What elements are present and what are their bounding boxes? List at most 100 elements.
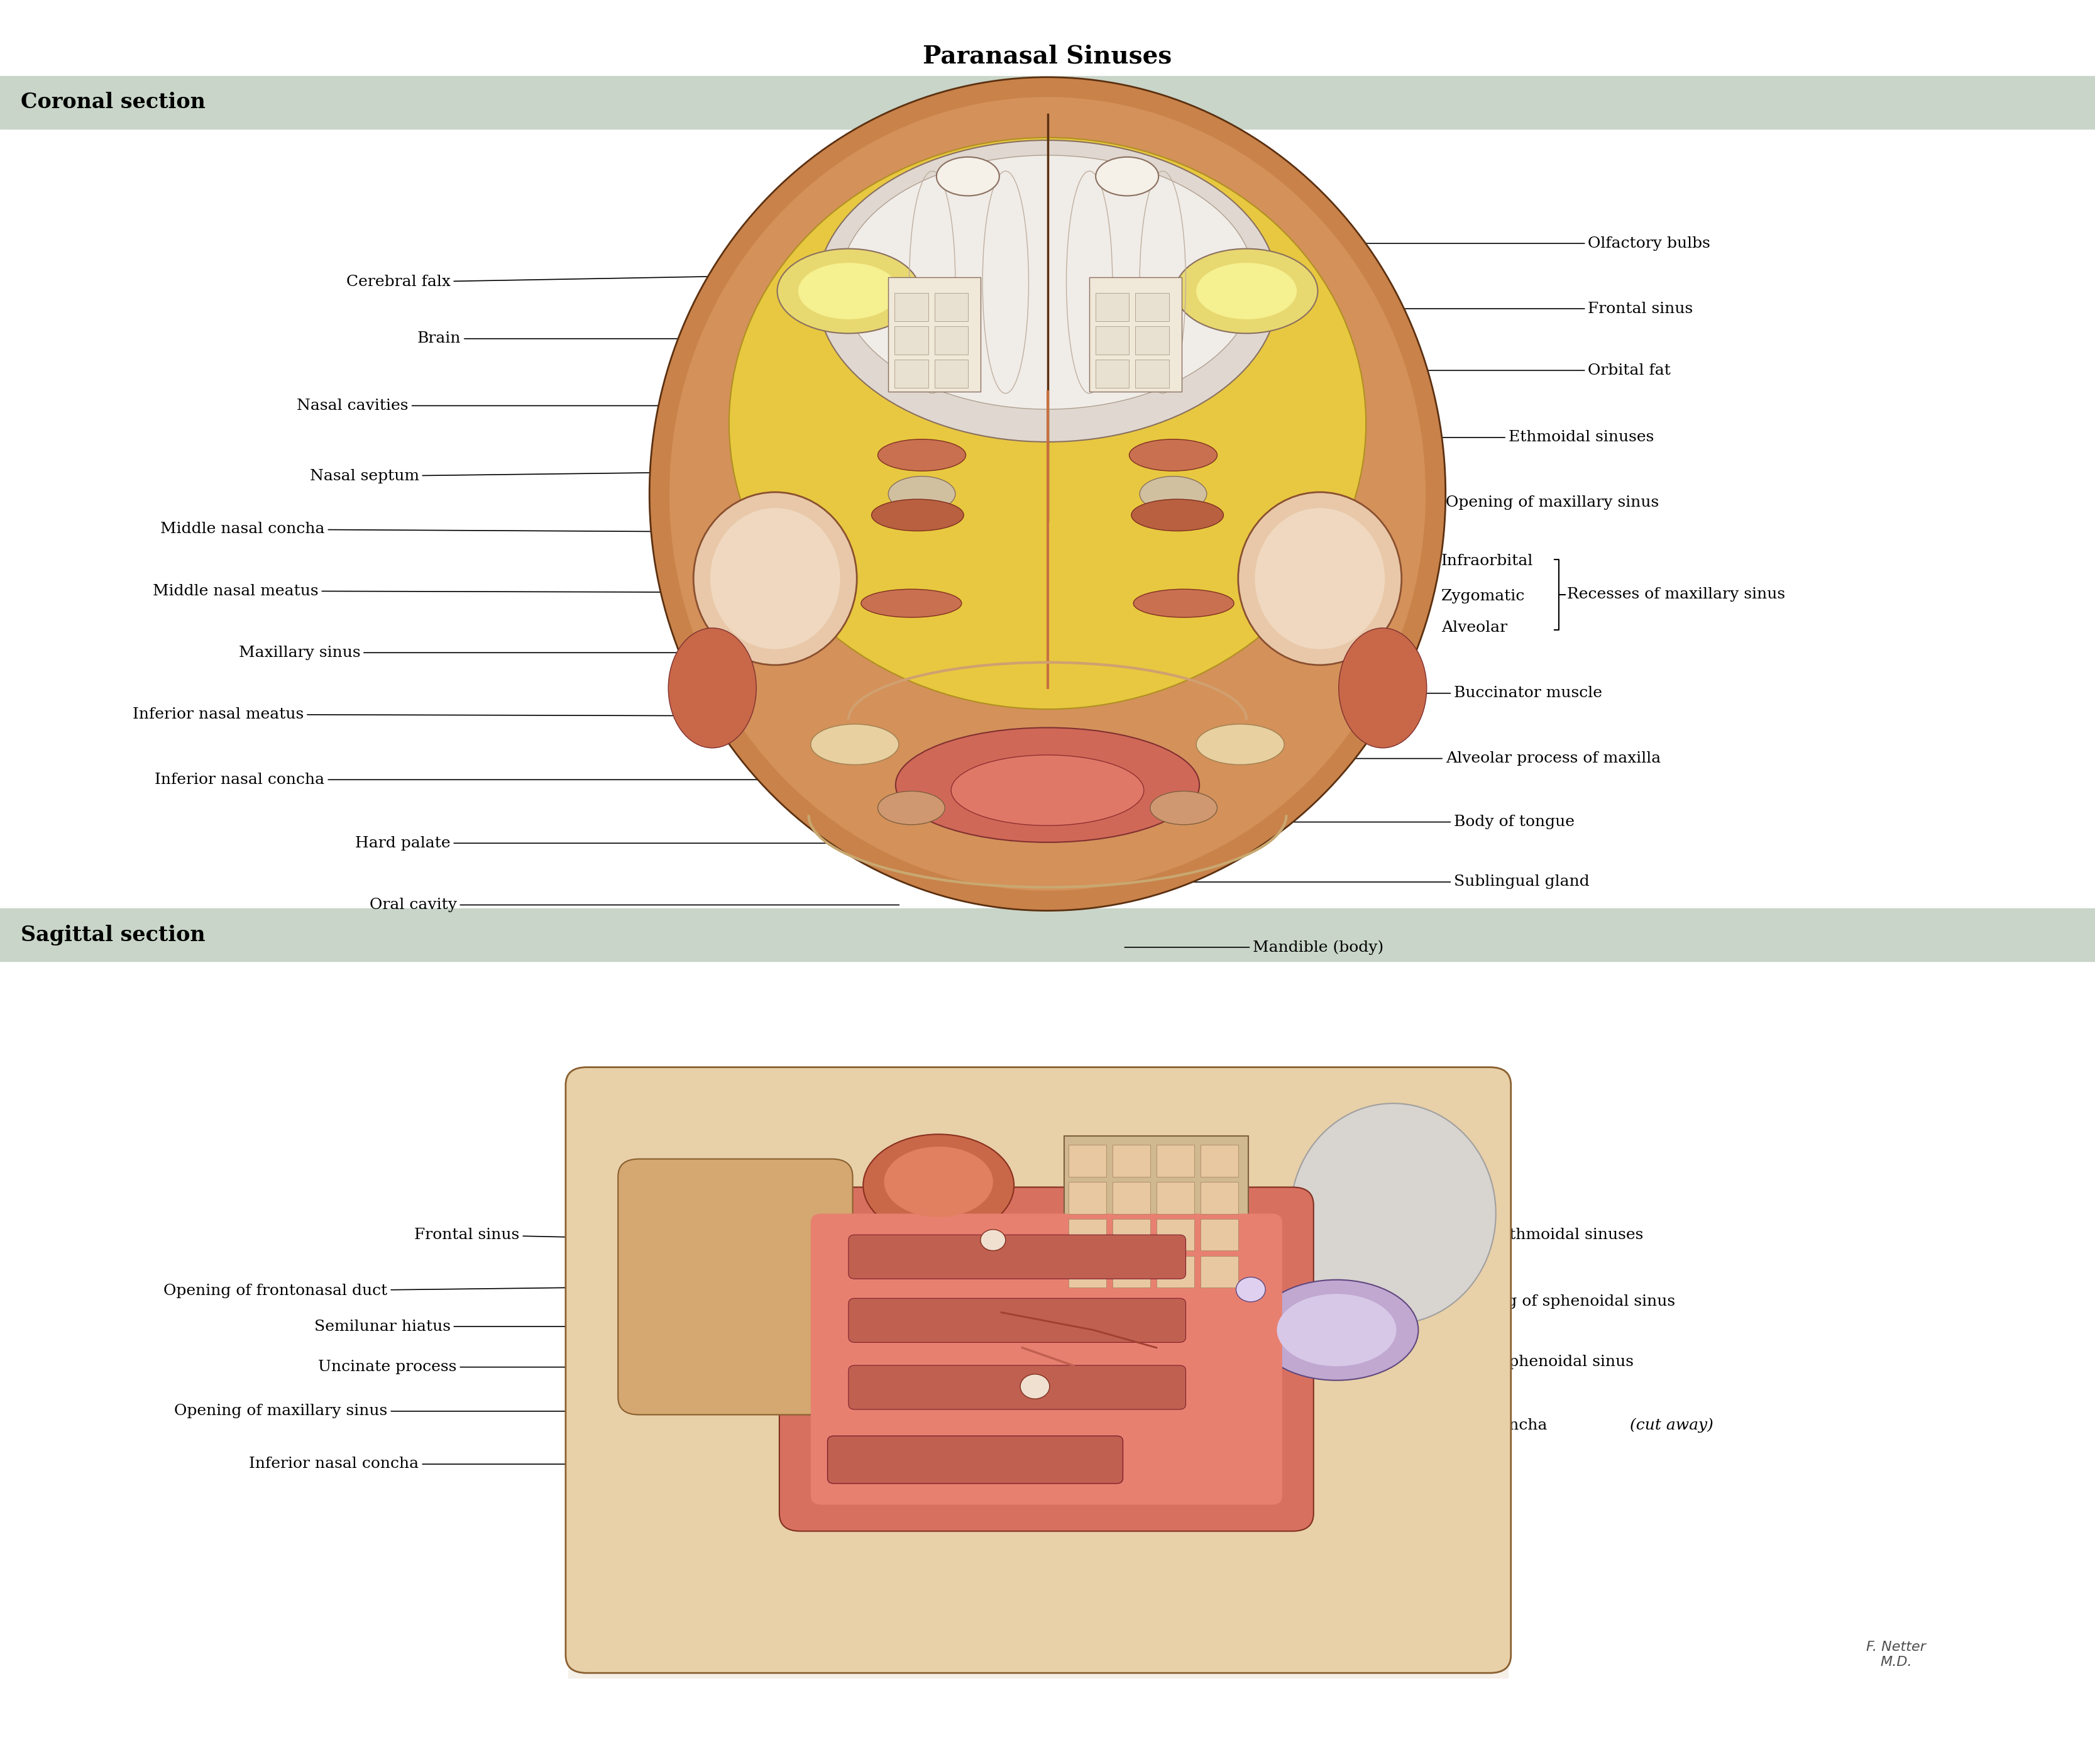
Bar: [895, 293, 928, 321]
Bar: [1135, 293, 1169, 321]
Bar: [1068, 1145, 1106, 1177]
Text: Opening of sphenoidal sinus: Opening of sphenoidal sinus: [1318, 1295, 1676, 1309]
Bar: [895, 360, 928, 388]
Ellipse shape: [1196, 723, 1284, 766]
FancyBboxPatch shape: [828, 1436, 1123, 1484]
FancyBboxPatch shape: [848, 1298, 1186, 1342]
Bar: [1068, 1219, 1106, 1251]
Ellipse shape: [884, 1147, 993, 1217]
Ellipse shape: [863, 1134, 1014, 1237]
Text: Buccinator muscle: Buccinator muscle: [1297, 686, 1603, 700]
Ellipse shape: [1196, 263, 1297, 319]
Text: Inferior nasal meatus: Inferior nasal meatus: [132, 707, 846, 721]
FancyBboxPatch shape: [618, 1159, 853, 1415]
Bar: [1200, 1145, 1238, 1177]
Text: Opening of frontonasal duct: Opening of frontonasal duct: [163, 1284, 853, 1298]
Ellipse shape: [888, 476, 955, 512]
Ellipse shape: [798, 263, 899, 319]
Text: Recesses of maxillary sinus: Recesses of maxillary sinus: [1567, 587, 1785, 602]
Ellipse shape: [1238, 492, 1402, 665]
Bar: [1096, 326, 1129, 355]
Text: Coronal section: Coronal section: [21, 92, 205, 113]
Bar: [1156, 1219, 1194, 1251]
Ellipse shape: [1291, 1104, 1496, 1323]
Text: Middle nasal meatus: Middle nasal meatus: [153, 584, 867, 598]
Bar: [888, 277, 980, 392]
Bar: [0, 908, 2095, 961]
FancyBboxPatch shape: [566, 1067, 1510, 1672]
Circle shape: [1020, 1374, 1050, 1399]
Text: Body of tongue: Body of tongue: [1207, 815, 1575, 829]
Ellipse shape: [777, 249, 920, 333]
Ellipse shape: [897, 727, 1198, 841]
Ellipse shape: [872, 499, 964, 531]
Text: Ethmoidal sinuses: Ethmoidal sinuses: [1305, 430, 1653, 445]
Bar: [1156, 1256, 1194, 1288]
Bar: [1068, 1182, 1106, 1214]
Ellipse shape: [1255, 508, 1385, 649]
Bar: [1064, 1136, 1249, 1291]
Text: Ethmoidal sinuses: Ethmoidal sinuses: [1255, 1228, 1642, 1242]
Bar: [1089, 277, 1182, 392]
Ellipse shape: [861, 589, 962, 617]
Ellipse shape: [668, 628, 756, 748]
Ellipse shape: [878, 439, 966, 471]
Text: Inferior nasal concha: Inferior nasal concha: [155, 773, 846, 787]
Ellipse shape: [1339, 628, 1427, 748]
Bar: [1156, 1145, 1194, 1177]
Bar: [1112, 1145, 1150, 1177]
Text: Opening of maxillary sinus: Opening of maxillary sinus: [1238, 496, 1659, 510]
Text: Infraorbital: Infraorbital: [1270, 554, 1534, 568]
Bar: [1156, 1182, 1194, 1214]
Ellipse shape: [951, 755, 1144, 826]
Bar: [1200, 1219, 1238, 1251]
FancyBboxPatch shape: [848, 1235, 1186, 1279]
Bar: [934, 360, 968, 388]
Text: Sublingual gland: Sublingual gland: [1175, 875, 1590, 889]
Text: Olfactory bulbs: Olfactory bulbs: [1301, 236, 1710, 250]
Bar: [1112, 1182, 1150, 1214]
Ellipse shape: [1129, 439, 1217, 471]
Bar: [1112, 1256, 1150, 1288]
Text: Uncinate process: Uncinate process: [318, 1360, 863, 1374]
Bar: [1200, 1182, 1238, 1214]
Text: F. Netter
M.D.: F. Netter M.D.: [1867, 1641, 1925, 1669]
Ellipse shape: [1175, 249, 1318, 333]
Ellipse shape: [649, 78, 1446, 910]
Text: Middle nasal concha: Middle nasal concha: [161, 522, 874, 536]
Ellipse shape: [1140, 476, 1207, 512]
Bar: [568, 1085, 1508, 1679]
Text: Nasal septum: Nasal septum: [310, 469, 930, 483]
Ellipse shape: [1096, 157, 1159, 196]
FancyBboxPatch shape: [811, 1214, 1282, 1505]
Text: Sagittal section: Sagittal section: [21, 924, 205, 946]
Text: Maxillary sinus: Maxillary sinus: [239, 646, 790, 660]
Text: Hard palate: Hard palate: [356, 836, 899, 850]
Ellipse shape: [729, 138, 1366, 709]
Ellipse shape: [817, 141, 1278, 443]
Text: Oral cavity: Oral cavity: [369, 898, 899, 912]
Text: Cerebral falx: Cerebral falx: [346, 273, 878, 289]
Ellipse shape: [1150, 790, 1217, 826]
Ellipse shape: [878, 790, 945, 826]
Text: Semilunar hiatus: Semilunar hiatus: [314, 1319, 863, 1334]
Text: Mandible (body): Mandible (body): [1125, 940, 1383, 954]
Text: Inferior nasal concha: Inferior nasal concha: [249, 1457, 853, 1471]
Bar: [934, 293, 968, 321]
Text: Orbital fat: Orbital fat: [1368, 363, 1672, 377]
Text: Frontal sinus: Frontal sinus: [1339, 302, 1693, 316]
Bar: [1135, 326, 1169, 355]
Text: Sphenoidal sinus: Sphenoidal sinus: [1364, 1355, 1634, 1369]
Text: Frontal sinus: Frontal sinus: [415, 1228, 857, 1244]
Ellipse shape: [840, 155, 1255, 409]
Text: (cut away): (cut away): [1630, 1418, 1714, 1432]
Text: Brain: Brain: [417, 332, 899, 346]
Bar: [1135, 360, 1169, 388]
Bar: [0, 76, 2095, 129]
Ellipse shape: [1133, 589, 1234, 617]
Text: Paranasal Sinuses: Paranasal Sinuses: [924, 44, 1171, 69]
Text: Alveolar process of maxilla: Alveolar process of maxilla: [1259, 751, 1661, 766]
Text: Zygomatic: Zygomatic: [1270, 589, 1525, 603]
Ellipse shape: [1131, 499, 1223, 531]
Ellipse shape: [710, 508, 840, 649]
